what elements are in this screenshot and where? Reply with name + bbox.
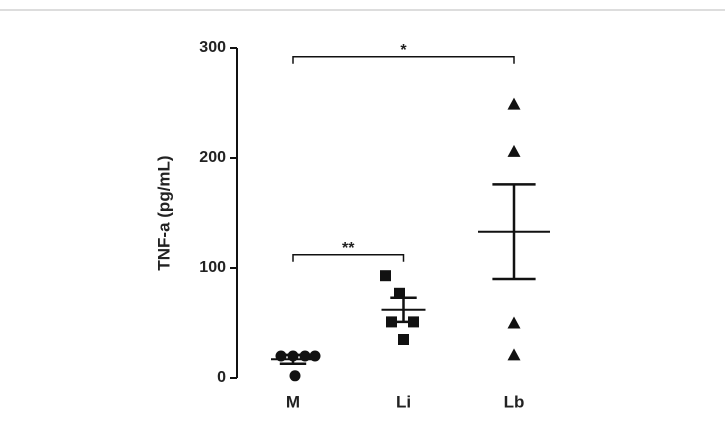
data-point <box>289 370 301 382</box>
data-point <box>380 270 391 282</box>
data-point <box>309 350 321 362</box>
significance-label: ** <box>342 240 355 257</box>
x-tick-label: M <box>286 392 300 411</box>
data-point <box>408 316 419 328</box>
data-point <box>275 350 287 362</box>
data-point <box>507 97 521 110</box>
data-point <box>507 144 521 157</box>
data-point <box>507 348 521 361</box>
data-point <box>299 350 311 362</box>
y-tick-label: 100 <box>199 259 226 276</box>
data-point <box>386 316 397 328</box>
significance-bracket <box>292 56 515 64</box>
y-axis-label: TNF-a (pg/mL) <box>154 155 173 270</box>
y-tick-label: 0 <box>217 369 226 386</box>
y-tick-label: 300 <box>199 39 226 56</box>
y-tick-label: 200 <box>199 149 226 166</box>
data-point <box>507 316 521 329</box>
significance-bracket <box>292 254 405 262</box>
x-tick-label: Li <box>396 392 411 411</box>
data-point <box>394 287 405 299</box>
data-point <box>287 350 299 362</box>
significance-label: * <box>400 42 407 59</box>
data-point <box>398 334 409 345</box>
error-bar <box>492 183 536 281</box>
x-tick-label: Lb <box>504 392 525 411</box>
